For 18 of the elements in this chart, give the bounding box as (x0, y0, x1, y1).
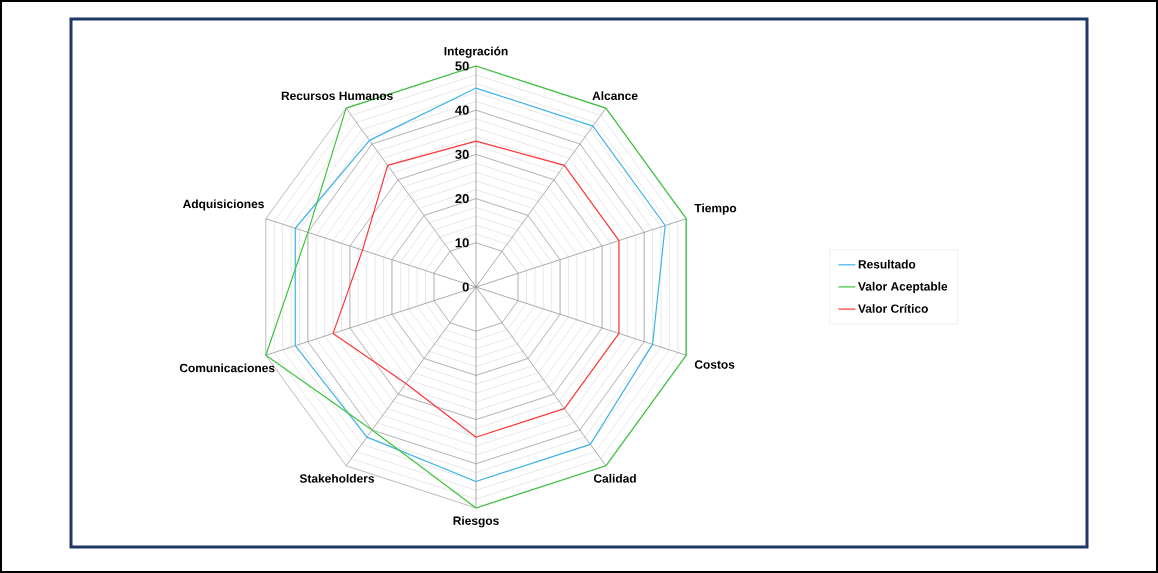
spoke-label: Adquisiciones (182, 199, 264, 211)
spoke-label: Costos (694, 360, 735, 369)
y-tick-label: 40 (455, 105, 469, 115)
spoke-label: Integración (444, 46, 508, 58)
spoke-label: Riesgos (453, 516, 499, 528)
legend-label: Valor Crítico (858, 303, 928, 313)
y-tick-label: 30 (455, 149, 469, 159)
y-tick-label: 50 (455, 61, 469, 71)
spoke-label: Alcance (592, 91, 638, 101)
y-tick-label: 0 (462, 282, 469, 292)
legend-label: Valor Aceptable (858, 281, 948, 293)
spoke-label: Stakeholders (299, 473, 375, 483)
spoke-label: Tiempo (694, 203, 737, 215)
y-tick-label: 10 (455, 238, 469, 248)
legend-label: Resultado (858, 259, 916, 269)
spoke-label: Comunicaciones (179, 363, 275, 373)
y-tick-label: 20 (455, 194, 469, 204)
spoke-label: Calidad (593, 473, 636, 483)
